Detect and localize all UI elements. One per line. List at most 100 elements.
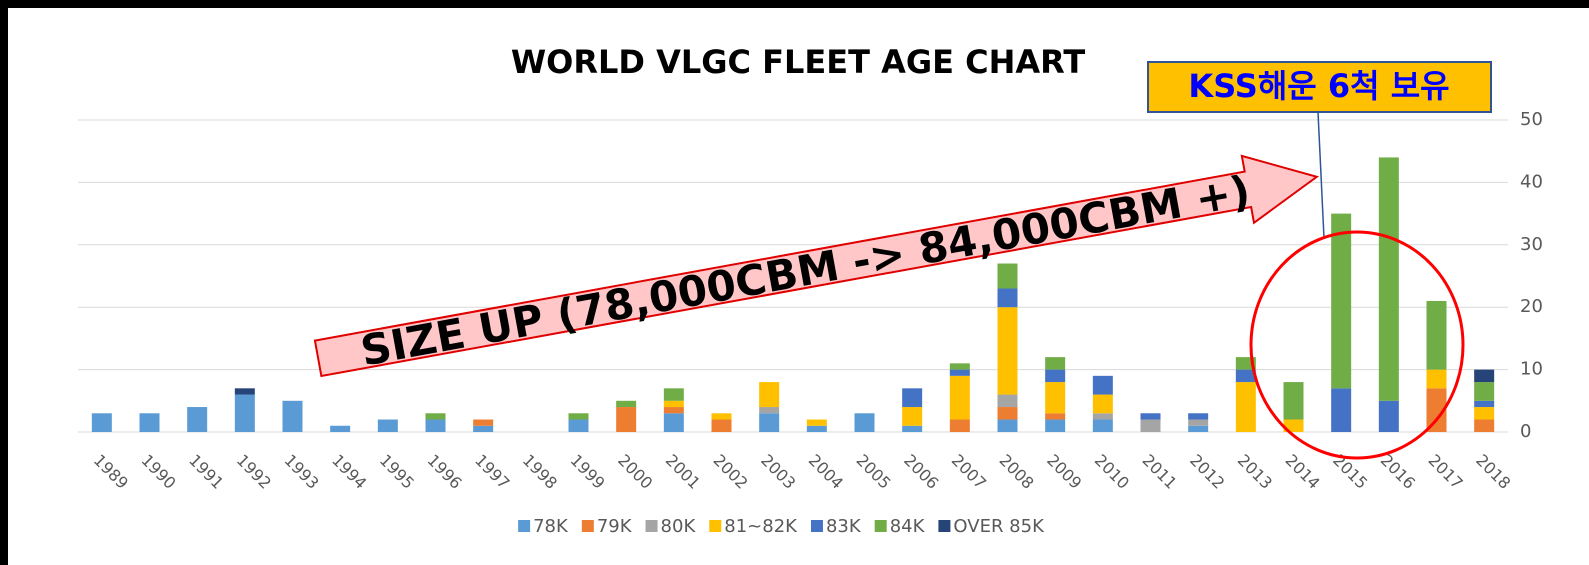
bar-segment bbox=[759, 407, 780, 414]
legend-label: 81~82K bbox=[724, 516, 798, 537]
bar-segment bbox=[997, 263, 1018, 289]
bar-segment bbox=[663, 388, 684, 401]
bar-segment bbox=[1045, 413, 1066, 420]
bar-segment bbox=[997, 394, 1018, 408]
bar-segment bbox=[234, 394, 255, 432]
callout-line bbox=[1317, 111, 1325, 239]
bar-segment bbox=[1331, 388, 1352, 432]
bar-segment bbox=[1474, 382, 1495, 401]
bar-segment bbox=[282, 400, 303, 432]
bar-segment bbox=[806, 419, 827, 426]
bar-segment bbox=[616, 400, 637, 408]
bar-segment bbox=[1092, 419, 1113, 432]
legend-swatch bbox=[874, 520, 887, 532]
bar-segment bbox=[902, 425, 923, 432]
bar-segment bbox=[1092, 394, 1113, 414]
bar-segment bbox=[997, 419, 1018, 432]
bar-segment bbox=[1045, 382, 1066, 414]
bar-segment bbox=[1331, 213, 1352, 389]
legend-swatch bbox=[645, 520, 658, 532]
legend: 78K 79K 80K 81~82K 83K 84K OVER 85K bbox=[518, 516, 1045, 537]
bar-segment bbox=[425, 413, 446, 420]
bar-segment bbox=[1045, 357, 1066, 370]
bar-segment bbox=[1474, 369, 1495, 383]
bar-segment bbox=[1426, 300, 1447, 370]
legend-swatch bbox=[581, 520, 594, 532]
bar-segment bbox=[1426, 388, 1447, 432]
bar-segment bbox=[949, 375, 970, 420]
y-tick-label: 20 bbox=[1520, 296, 1543, 317]
bar-segment bbox=[663, 413, 684, 432]
bar-segment bbox=[234, 388, 255, 395]
bar-segment bbox=[1188, 425, 1209, 432]
bar-segment bbox=[854, 413, 875, 432]
bar-segment bbox=[711, 419, 732, 432]
bar-segment bbox=[663, 407, 684, 414]
legend-label: 84K bbox=[890, 516, 926, 537]
y-tick-label: 0 bbox=[1520, 421, 1531, 442]
bar-segment bbox=[997, 307, 1018, 395]
callout-box bbox=[1147, 61, 1492, 113]
bar-segment bbox=[1235, 369, 1256, 383]
bar-segment bbox=[949, 419, 970, 432]
bar-segment bbox=[1092, 413, 1113, 420]
bar-segment bbox=[139, 413, 160, 432]
bar-segment bbox=[377, 419, 398, 432]
bar-segment bbox=[1378, 157, 1399, 401]
arrow-shape bbox=[313, 154, 1320, 378]
bar-segment bbox=[1188, 419, 1209, 426]
bar-segment bbox=[759, 382, 780, 408]
bar-segment bbox=[1474, 419, 1495, 432]
bar-segment bbox=[1045, 419, 1066, 432]
bar-segment bbox=[949, 363, 970, 370]
bar-segment bbox=[568, 419, 589, 432]
bar-segment bbox=[1283, 382, 1304, 420]
bar-segment bbox=[1283, 419, 1304, 432]
bar-segment bbox=[949, 369, 970, 376]
legend-label: 78K bbox=[533, 516, 569, 537]
bar-segment bbox=[1426, 369, 1447, 389]
bar-segment bbox=[1140, 419, 1161, 432]
y-tick-label: 40 bbox=[1520, 171, 1543, 192]
legend-label: 83K bbox=[826, 516, 862, 537]
bar-segment bbox=[1378, 400, 1399, 432]
bar-segment bbox=[806, 425, 827, 432]
y-tick-label: 30 bbox=[1520, 234, 1543, 255]
y-tick-label: 10 bbox=[1520, 359, 1543, 380]
callout-label: KSS해운 6척 보유 bbox=[1188, 67, 1449, 105]
bar-segment bbox=[330, 425, 351, 432]
bar-segment bbox=[997, 288, 1018, 308]
bar-segment bbox=[902, 388, 923, 408]
legend-label: 79K bbox=[597, 516, 633, 537]
highlight-circle bbox=[1249, 230, 1465, 460]
bar-segment bbox=[1092, 375, 1113, 395]
bar-segment bbox=[902, 407, 923, 426]
bar-segment bbox=[759, 413, 780, 432]
legend-swatch bbox=[709, 520, 722, 532]
bar-segment bbox=[568, 413, 589, 420]
bar-segment bbox=[425, 419, 446, 432]
bar-segment bbox=[91, 413, 112, 432]
bar-segment bbox=[1235, 382, 1256, 432]
legend-label: OVER 85K bbox=[953, 516, 1045, 537]
bar-segment bbox=[187, 407, 208, 432]
legend-swatch bbox=[518, 520, 531, 532]
bar-segment bbox=[1045, 369, 1066, 383]
bar-segment bbox=[616, 407, 637, 432]
chart-title: WORLD VLGC FLEET AGE CHART bbox=[511, 43, 1085, 81]
bar-segment bbox=[1474, 407, 1495, 420]
y-tick-label: 50 bbox=[1520, 109, 1543, 130]
bar-segment bbox=[473, 419, 494, 426]
bar-segment bbox=[663, 400, 684, 408]
bar-segment bbox=[473, 425, 494, 432]
bar-segment bbox=[1140, 413, 1161, 420]
legend-swatch bbox=[938, 520, 951, 532]
bar-segment bbox=[997, 407, 1018, 420]
legend-swatch bbox=[810, 520, 823, 532]
legend-label: 80K bbox=[661, 516, 697, 537]
bar-segment bbox=[1474, 400, 1495, 408]
bar-segment bbox=[711, 413, 732, 420]
bar-segment bbox=[1188, 413, 1209, 420]
